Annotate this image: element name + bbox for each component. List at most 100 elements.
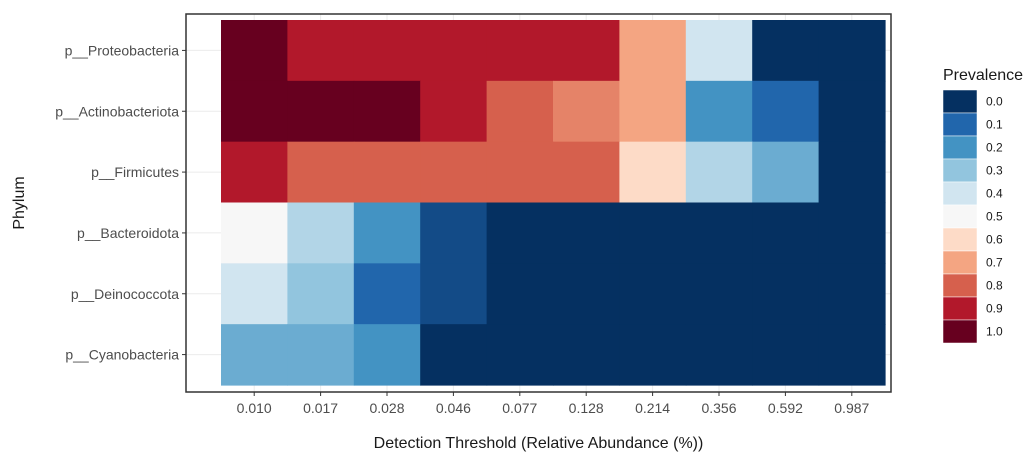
x-tick-label: 0.017: [303, 400, 338, 416]
heatmap-cell: [818, 202, 886, 264]
legend-key: [942, 273, 978, 298]
y-axis: p__Proteobacteria p__Actinobacteriota p__F…: [55, 42, 186, 363]
heatmap-cell: [420, 20, 488, 82]
legend-label: 0.0: [986, 95, 1003, 109]
legend-key: [942, 112, 978, 137]
heatmap-cell: [685, 20, 753, 82]
heatmap-cell: [685, 263, 753, 325]
heatmap-cell: [486, 263, 554, 325]
heatmap-cell: [287, 324, 355, 386]
heatmap-cell: [752, 263, 820, 325]
heatmap-cell: [752, 80, 820, 143]
y-tick-label: p__Actinobacteriota: [55, 103, 179, 119]
legend-key: [942, 250, 978, 275]
heatmap-cell: [221, 324, 288, 386]
x-tick-label: 0.046: [436, 400, 471, 416]
heatmap-cell: [685, 80, 753, 143]
heatmap-cell: [353, 202, 421, 264]
legend-label: 0.4: [986, 187, 1003, 201]
heatmap-cell: [752, 20, 820, 82]
heatmap-cell: [752, 141, 820, 204]
heatmap-cell: [619, 263, 687, 325]
heatmap-cell: [221, 141, 288, 204]
y-tick-label: p__Cyanobacteria: [65, 347, 179, 363]
heatmap-cell: [287, 20, 355, 82]
heatmap-cell: [619, 80, 687, 143]
heatmap-cell: [353, 20, 421, 82]
heatmap-cell: [353, 141, 421, 204]
legend-label: 0.2: [986, 141, 1003, 155]
heatmap-cell: [420, 263, 488, 325]
heatmap-cell: [818, 20, 886, 82]
x-axis-title: Detection Threshold (Relative Abundance …: [374, 435, 704, 452]
heatmap-cell: [553, 80, 620, 143]
x-tick-label: 0.077: [502, 400, 537, 416]
heatmap-cell: [752, 202, 820, 264]
y-tick-label: p__Bacteroidota: [77, 225, 179, 241]
heatmap-cell: [486, 141, 554, 204]
legend-key: [942, 181, 978, 206]
legend-label: 0.6: [986, 233, 1003, 247]
heatmap-cell: [420, 202, 488, 264]
heatmap-cell: [818, 141, 886, 204]
heatmap-cell: [553, 141, 620, 204]
heatmap-cell: [287, 263, 355, 325]
heatmap-cell: [685, 324, 753, 386]
heatmap-cell: [221, 202, 288, 264]
heatmap-cell: [619, 324, 687, 386]
heatmap-cell: [486, 20, 554, 82]
heatmap-cell: [818, 80, 886, 143]
legend-key: [942, 135, 978, 160]
x-tick-label: 0.987: [834, 400, 869, 416]
x-tick-label: 0.356: [701, 400, 736, 416]
heatmap-cell: [619, 20, 687, 82]
x-tick-label: 0.592: [768, 400, 803, 416]
heatmap-cell: [221, 263, 288, 325]
x-tick-label: 0.010: [237, 400, 272, 416]
heatmap-cell: [685, 141, 753, 204]
heatmap-cell: [818, 324, 886, 386]
legend: Prevalence 0.00.10.20.30.40.50.60.70.80.…: [942, 67, 1023, 344]
heatmap-cell: [287, 141, 355, 204]
heatmap-cell: [553, 20, 620, 82]
panel-border: [185, 13, 892, 393]
legend-key: [942, 204, 978, 229]
legend-key: [942, 158, 978, 183]
heatmap-cell: [619, 202, 687, 264]
legend-label: 0.5: [986, 210, 1003, 224]
heatmap-cell: [221, 80, 288, 143]
heatmap-cell: [752, 324, 820, 386]
heatmap-cell: [553, 263, 620, 325]
heatmap-cell: [553, 202, 620, 264]
legend-label: 1.0: [986, 325, 1003, 339]
legend-label: 0.8: [986, 279, 1003, 293]
legend-label: 0.7: [986, 256, 1003, 270]
heatmap-cell: [420, 141, 488, 204]
heatmap-cell: [353, 263, 421, 325]
x-tick-label: 0.128: [569, 400, 604, 416]
legend-key: [942, 319, 978, 344]
legend-keys: 0.0 0.1 0.2 0.3 0.4 0.5 0.6 0.7 0.8 0.9 1.0: [942, 89, 1003, 344]
heatmap-cell: [420, 324, 488, 386]
legend-title: Prevalence: [943, 67, 1023, 84]
x-axis: 0.010 0.017 0.028 0.046 0.077 0.128 0.214 0.356…: [237, 392, 870, 416]
legend-label: 0.1: [986, 118, 1003, 132]
heatmap-cell: [553, 324, 620, 386]
y-tick-label: p__Proteobacteria: [65, 42, 180, 58]
heatmap-cell: [353, 80, 421, 143]
heatmap-cell: [486, 202, 554, 264]
heatmap-cell: [287, 202, 355, 264]
legend-key: [942, 296, 978, 321]
y-tick-label: p__Firmicutes: [91, 164, 179, 180]
heatmap-cell: [619, 141, 687, 204]
heatmap-cell: [486, 324, 554, 386]
heatmap-cell: [221, 20, 288, 82]
heatmap-cell: [486, 80, 554, 143]
legend-label: 0.9: [986, 302, 1003, 316]
heatmap-cells: [221, 20, 886, 386]
x-tick-label: 0.028: [369, 400, 404, 416]
heatmap-cell: [420, 80, 488, 143]
legend-label: 0.3: [986, 164, 1003, 178]
y-tick-label: p__Deinococcota: [71, 286, 179, 302]
